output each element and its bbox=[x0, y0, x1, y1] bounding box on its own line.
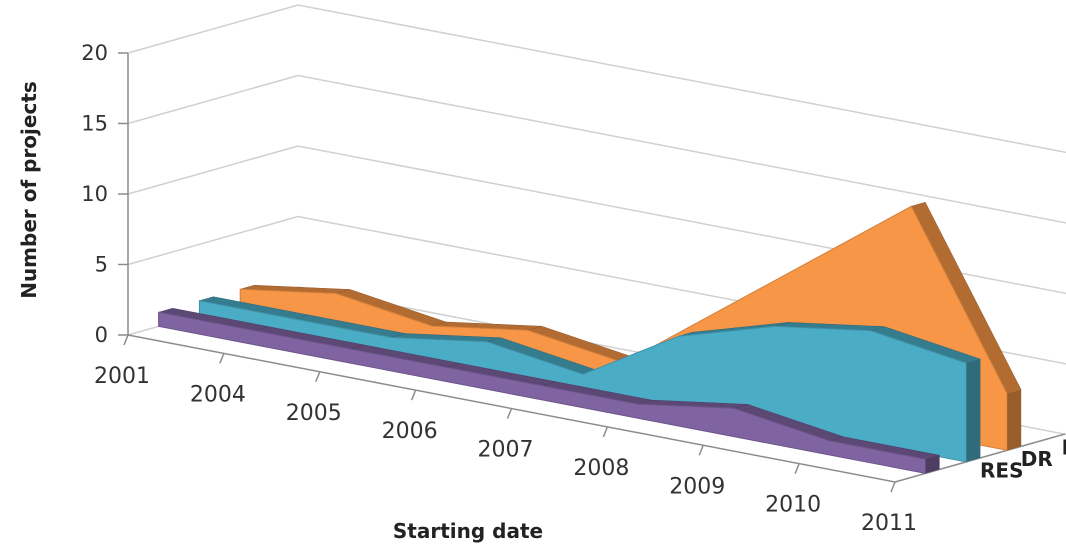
y-tick-label: 10 bbox=[81, 182, 108, 206]
y-tick-label: 0 bbox=[95, 323, 108, 347]
x-tick-label: 2004 bbox=[190, 382, 246, 407]
x-tick-mark bbox=[410, 389, 417, 401]
y-tick-label: 20 bbox=[81, 41, 108, 65]
x-tick-mark bbox=[602, 426, 609, 438]
x-tick-label: 2005 bbox=[286, 401, 342, 426]
x-tick-mark bbox=[890, 481, 896, 493]
series-label: DR bbox=[1021, 447, 1053, 471]
tick-labels: 0 5 10 15 20 2001 2004 2005 2006 2007 2008 2009 2010… bbox=[81, 41, 917, 536]
x-tick-mark bbox=[219, 353, 225, 364]
x-tick-label: 2001 bbox=[94, 364, 150, 389]
area-end-cap bbox=[966, 359, 981, 462]
series-label: RES bbox=[980, 459, 1023, 483]
x-axis-title: Starting date bbox=[393, 519, 543, 543]
x-tick-label: 2007 bbox=[478, 438, 534, 463]
area-end-cap bbox=[925, 455, 940, 474]
x-tick-mark bbox=[698, 444, 704, 456]
depth-axis-line bbox=[894, 433, 1066, 483]
x-tick-label: 2010 bbox=[765, 493, 821, 518]
y-tick-label: 15 bbox=[81, 112, 108, 136]
x-tick-mark bbox=[794, 463, 800, 474]
gridline bbox=[127, 145, 1066, 295]
x-tick-label: 2011 bbox=[861, 511, 917, 536]
x-tick-mark bbox=[123, 334, 129, 346]
series-label: DER bbox=[1062, 436, 1066, 460]
x-tick-label: 2006 bbox=[382, 419, 438, 444]
y-tick-label: 5 bbox=[95, 253, 108, 277]
x-tick-label: 2009 bbox=[669, 474, 725, 499]
x-tick-label: 2008 bbox=[573, 456, 629, 481]
area-end-cap bbox=[1007, 389, 1022, 451]
series-res: RES bbox=[158, 308, 1023, 483]
gridline bbox=[127, 4, 1066, 154]
x-tick-mark bbox=[506, 408, 513, 419]
x-tick-mark bbox=[315, 371, 321, 383]
y-axis-title: Number of projects bbox=[17, 81, 41, 299]
gridline bbox=[127, 74, 1066, 224]
